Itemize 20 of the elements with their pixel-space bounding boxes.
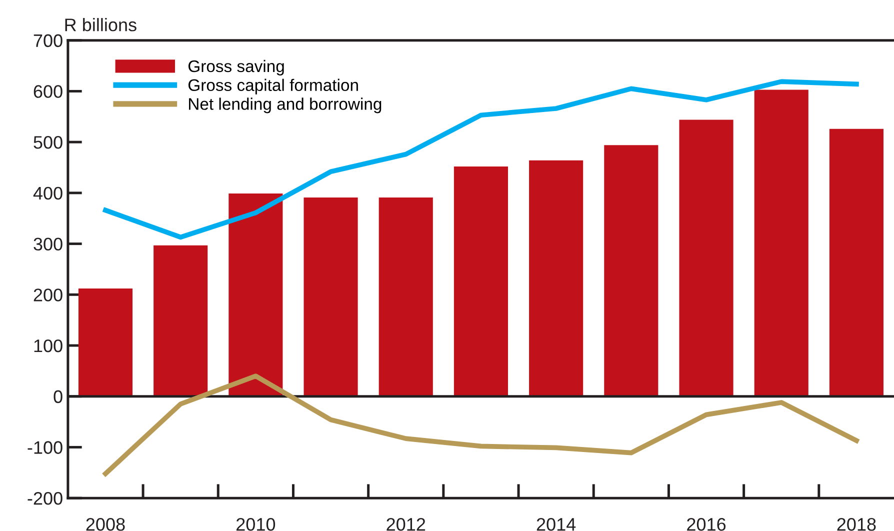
y-tick-label: 700: [34, 34, 62, 48]
y-axis-title: R billions: [65, 18, 136, 32]
y-tick-label: 100: [34, 339, 62, 352]
x-tick-label: 2010: [236, 518, 276, 531]
x-tick-label: 2014: [536, 518, 576, 531]
x-tick-label: 2008: [86, 518, 125, 531]
y-tick-label: 500: [34, 136, 62, 149]
y-tick-label: -200: [28, 492, 62, 505]
y-tick-label: 600: [34, 85, 62, 98]
y-tick-label: 0: [54, 390, 62, 404]
legend-label: Gross saving: [188, 60, 284, 76]
legend-label: Net lending and borrowing: [189, 98, 382, 114]
y-tick-label: 400: [33, 186, 62, 200]
y-tick-label: -100: [28, 441, 62, 454]
y-tick-label: 300: [34, 238, 62, 251]
x-tick-label: 2012: [386, 518, 426, 531]
x-tick-label: 2018: [837, 518, 876, 531]
legend-label: Gross capital formation: [188, 78, 358, 94]
y-tick-label: 200: [34, 288, 62, 302]
x-tick-label: 2016: [687, 518, 726, 531]
